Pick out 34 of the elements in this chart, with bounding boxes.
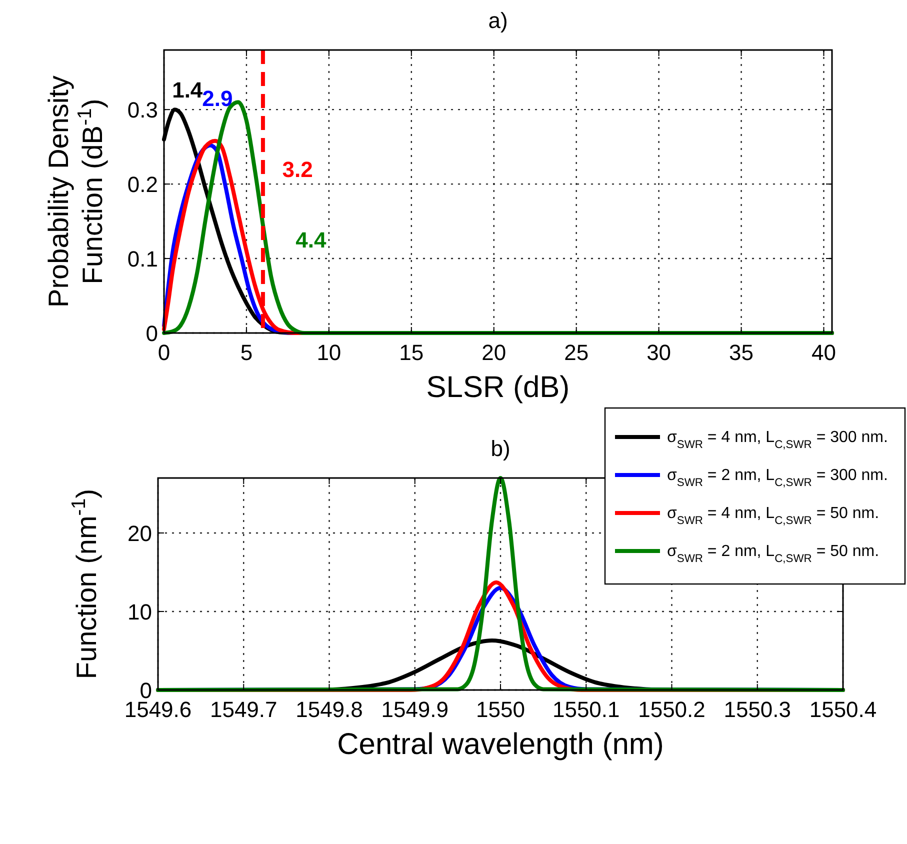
- y-tick-label: 0.3: [127, 98, 158, 123]
- chart-title: b): [490, 436, 510, 461]
- y-tick-label: 0.2: [127, 172, 158, 198]
- x-tick-label: 20: [482, 340, 506, 365]
- annotation: 3.2: [282, 156, 313, 182]
- x-tick-label: 30: [646, 340, 672, 365]
- x-tick-label: 10: [316, 340, 342, 365]
- x-tick-label: 1549.9: [381, 697, 449, 722]
- x-tick-label: 1550: [476, 697, 525, 722]
- x-tick-label: 15: [399, 340, 424, 365]
- x-tick-label: 1550.4: [809, 697, 877, 722]
- legend-label: σ$_{SWR}$ = 2 nm, L$_{C,SWR}$ = 300 nm.: [667, 467, 888, 489]
- x-tick-label: 1550.2: [638, 697, 706, 722]
- x-tick-label: 1550.3: [724, 697, 792, 722]
- legend-label: σ$_{SWR}$ = 4 nm, L$_{C,SWR}$ = 300 nm.: [667, 429, 888, 451]
- chart-title: a): [488, 8, 508, 33]
- x-tick-label: 40: [812, 340, 836, 365]
- y-tick-label: 10: [128, 599, 152, 624]
- legend-label: σ$_{SWR}$ = 2 nm, L$_{C,SWR}$ = 50 nm.: [667, 543, 880, 565]
- y-tick-label: 0: [146, 321, 158, 346]
- x-axis-title: SLSR (dB): [426, 371, 570, 404]
- y-tick-label: 0.1: [127, 246, 158, 272]
- y-tick-label: 20: [128, 520, 152, 546]
- x-tick-label: 1549.7: [210, 697, 278, 722]
- annotation: 4.4: [296, 228, 328, 253]
- x-tick-label: 25: [564, 340, 589, 365]
- x-tick-label: 35: [729, 340, 754, 365]
- annotation: 2.9: [202, 86, 233, 112]
- x-tick-label: 1549.8: [296, 697, 363, 722]
- legend-label: σ$_{SWR}$ = 4 nm, L$_{C,SWR}$ = 50 nm.: [667, 505, 880, 527]
- annotation: 1.4: [172, 78, 204, 103]
- x-axis-title: Central wavelength (nm): [337, 728, 664, 761]
- x-tick-label: 1550.1: [552, 697, 620, 722]
- x-tick-label: 5: [240, 340, 253, 365]
